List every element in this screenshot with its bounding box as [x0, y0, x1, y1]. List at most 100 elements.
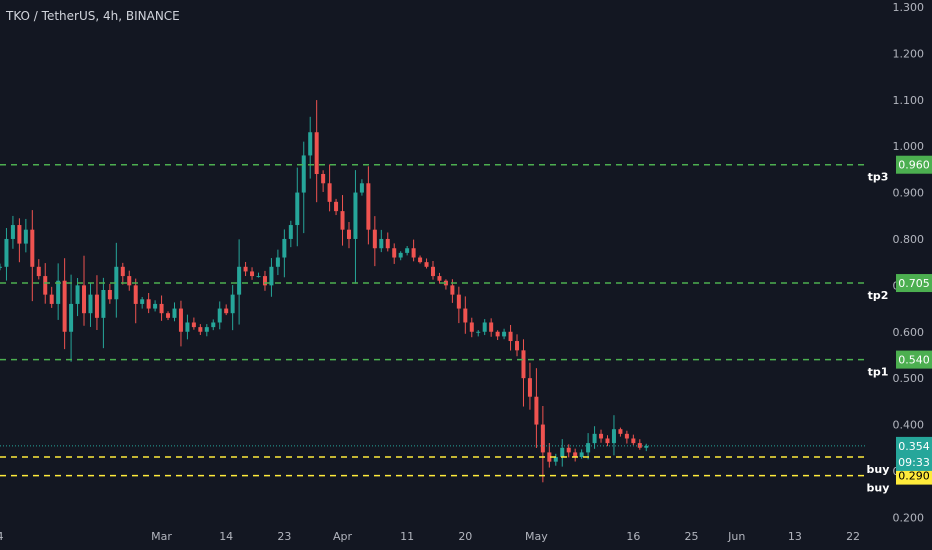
x-tick-label: 11 [400, 530, 414, 543]
candle-body [224, 308, 229, 314]
candle-body [282, 238, 287, 258]
y-tick-label: 0.200 [893, 511, 925, 524]
candle-body [301, 155, 306, 193]
x-tick-label: 13 [788, 530, 802, 543]
candle-body [372, 229, 377, 249]
candle-body [586, 443, 591, 453]
candle-body [153, 303, 158, 309]
candle-body [4, 238, 9, 267]
candle-body [269, 266, 274, 286]
candle-body [353, 192, 358, 239]
x-tick-label: Jun [727, 530, 745, 543]
candle-body [405, 248, 410, 253]
level-tag [896, 155, 932, 174]
candle-body [560, 447, 565, 458]
candle-body [592, 433, 597, 444]
candle-body [62, 280, 67, 332]
candle-body [243, 266, 248, 272]
candle-body [463, 308, 468, 323]
candle-body [359, 183, 364, 193]
candle-body [418, 257, 423, 263]
candle-body [146, 299, 151, 309]
candle-body [295, 192, 300, 226]
candle-body [398, 252, 403, 258]
x-tick-label: Apr [333, 530, 353, 543]
candles-layer [0, 100, 649, 483]
candle-body [366, 183, 371, 230]
candle-body [599, 433, 604, 439]
candle-body [476, 331, 481, 333]
candle-body [127, 276, 132, 286]
level-tag-value: 0.705 [898, 277, 930, 290]
x-axis[interactable]: 4 Mar 14 23 Apr 11 20 May 16 25 Jun 13 22 [0, 530, 860, 543]
candle-body [191, 322, 196, 328]
x-tick-label: 4 [0, 530, 4, 543]
candle-body [107, 290, 112, 300]
candle-body [237, 266, 242, 295]
candle-body [140, 299, 145, 304]
level-tag [896, 350, 932, 369]
candle-body [495, 331, 500, 337]
candle-body [82, 285, 87, 314]
candle-body [308, 132, 313, 156]
candle-body [43, 276, 48, 295]
candle-body [36, 266, 41, 277]
candle-body [385, 238, 390, 249]
candle-body [566, 447, 571, 453]
candle-body [450, 285, 455, 295]
candle-body [469, 322, 474, 332]
candle-body [178, 308, 183, 332]
candle-body [579, 452, 584, 458]
level-name: tp2 [868, 289, 889, 302]
candle-body [424, 262, 429, 267]
level-name: buy [867, 463, 890, 476]
y-tick-label: 1.000 [893, 140, 925, 153]
candle-body [340, 211, 345, 230]
candle-body [392, 248, 397, 258]
candle-body [159, 303, 164, 314]
candle-body [94, 294, 99, 318]
candle-body [230, 294, 235, 314]
candle-body [527, 378, 532, 397]
candle-body [334, 201, 339, 212]
y-tick-label: 1.100 [893, 94, 925, 107]
candle-body [379, 238, 384, 249]
candle-body [275, 257, 280, 267]
candle-body [489, 322, 494, 332]
candle-body [508, 331, 513, 342]
candle-body [521, 350, 526, 379]
candle-body [185, 322, 190, 332]
candle-body [547, 452, 552, 462]
candle-body [482, 322, 487, 332]
candle-body [17, 225, 22, 244]
candle-body [133, 285, 138, 304]
candle-body [250, 271, 255, 277]
level-tag-value: 0.960 [898, 159, 930, 172]
x-tick-label: May [525, 530, 548, 543]
y-tick-label: 0.500 [893, 372, 925, 385]
x-tick-label: 23 [277, 530, 291, 543]
candle-body [644, 445, 649, 448]
x-tick-label: 20 [458, 530, 472, 543]
candle-body [624, 433, 629, 439]
candle-body [217, 308, 222, 323]
candle-body [101, 290, 106, 318]
candle-body [553, 457, 558, 462]
level-name: buy [867, 482, 890, 495]
bar-countdown: 09:33 [898, 456, 930, 469]
candle-body [618, 429, 623, 434]
candle-body [10, 225, 15, 239]
candle-body [288, 225, 293, 239]
candle-body [327, 183, 332, 202]
candle-body [204, 327, 209, 332]
candle-body [515, 341, 520, 351]
level-name: tp1 [868, 366, 889, 379]
price-tags: 0.960tp30.705tp20.540tp10.330buy0.290buy… [867, 155, 932, 495]
candle-body [198, 327, 203, 332]
y-tick-label: 0.800 [893, 233, 925, 246]
candle-body [120, 266, 125, 277]
candle-body [256, 276, 261, 278]
candle-body [411, 248, 416, 258]
